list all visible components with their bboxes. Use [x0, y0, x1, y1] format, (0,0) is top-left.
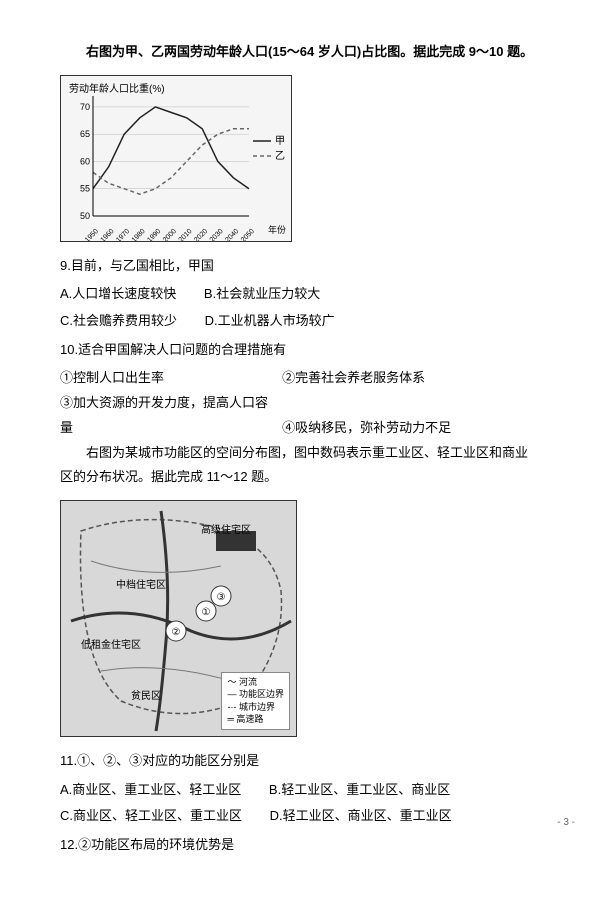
- map-legend: ～ 河流 — 功能区边界 -·- 城市边界 ═ 高速路: [221, 672, 290, 730]
- legend-city: -·- 城市边界: [227, 701, 284, 714]
- svg-text:2040: 2040: [224, 228, 240, 241]
- labor-age-chart: 劳动年龄人口比重(%) 50 55 60 65 70 195019601970198019…: [60, 75, 292, 242]
- intro-q9-10: 右图为甲、乙两国劳动年龄人口(15～64 岁人口)占比图。据此完成 9～10 题…: [60, 40, 535, 65]
- q10-opt-2: ②完善社会养老服务体系: [282, 366, 501, 391]
- svg-text:1970: 1970: [115, 228, 131, 241]
- q11-options-row2: C.商业区、轻工业区、重工业区 D.轻工业区、商业区、重工业区: [60, 804, 535, 829]
- chart-ylabel: 劳动年龄人口比重(%): [69, 80, 165, 99]
- q11-options-row1: A.商业区、重工业区、轻工业区 B.轻工业区、重工业区、商业区: [60, 778, 535, 803]
- map-label-gaoji: 高级住宅区: [201, 521, 251, 540]
- city-zone-map: ① ② ③ 高级住宅区 中档住宅区 低租金住宅区 贫民区 ～ 河流 — 功能区边…: [60, 500, 297, 737]
- legend-river: ～ 河流: [227, 676, 284, 689]
- svg-text:乙: 乙: [275, 150, 285, 162]
- line-chart-svg: 5055606570195019601970198019902000201020…: [61, 76, 291, 241]
- legend-zone: — 功能区边界: [227, 688, 284, 701]
- svg-text:50: 50: [80, 211, 90, 221]
- svg-text:2000: 2000: [162, 228, 178, 241]
- svg-text:65: 65: [80, 129, 90, 139]
- q12-stem: 12.②功能区布局的环境优势是: [60, 833, 535, 858]
- q10-opt-3: ③加大资源的开发力度，提高人口容量: [60, 391, 279, 440]
- map-label-zhongdi: 中档住宅区: [116, 576, 166, 595]
- svg-text:1990: 1990: [146, 228, 162, 241]
- svg-text:2050: 2050: [240, 228, 256, 241]
- q11-opt-a: A.商业区、重工业区、轻工业区: [60, 778, 241, 803]
- q9-opt-a: A.人口增长速度较快: [60, 282, 176, 307]
- q9-stem: 9.目前，与乙国相比，甲国: [60, 254, 535, 279]
- q10-stem: 10.适合甲国解决人口问题的合理措施有: [60, 338, 535, 363]
- q9-options-row1: A.人口增长速度较快 B.社会就业压力较大: [60, 282, 535, 307]
- q11-stem: 11.①、②、③对应的功能区分别是: [60, 749, 535, 774]
- q9-options-row2: C.社会赡养费用较少 D.工业机器人市场较广: [60, 309, 535, 334]
- q10-options-row2: ③加大资源的开发力度，提高人口容量 ④吸纳移民，弥补劳动力不足: [60, 391, 535, 440]
- map-label-pin: 贫民区: [131, 687, 161, 706]
- legend-hwy: ═ 高速路: [227, 713, 284, 726]
- svg-text:②: ②: [172, 627, 181, 638]
- map-label-dizu: 低租金住宅区: [81, 636, 141, 655]
- svg-text:③: ③: [217, 592, 226, 603]
- q10-opt-1: ①控制人口出生率: [60, 366, 279, 391]
- svg-text:60: 60: [80, 156, 90, 166]
- svg-text:2010: 2010: [178, 228, 194, 241]
- q9-opt-d: D.工业机器人市场较广: [205, 309, 335, 334]
- q11-opt-b: B.轻工业区、重工业区、商业区: [269, 778, 450, 803]
- q9-opt-c: C.社会赡养费用较少: [60, 309, 177, 334]
- svg-text:55: 55: [80, 183, 90, 193]
- svg-text:2030: 2030: [209, 228, 225, 241]
- q11-opt-d: D.轻工业区、商业区、重工业区: [270, 804, 452, 829]
- svg-text:70: 70: [80, 102, 90, 112]
- svg-text:①: ①: [202, 607, 211, 618]
- svg-text:1950: 1950: [84, 228, 100, 241]
- svg-text:1980: 1980: [131, 228, 147, 241]
- q10-opt-4: ④吸纳移民，弥补劳动力不足: [282, 416, 501, 441]
- svg-text:1960: 1960: [100, 228, 116, 241]
- intro-q11-12: 右图为某城市功能区的空间分布图，图中数码表示重工业区、轻工业区和商业区的分布状况…: [60, 441, 535, 490]
- q10-options-row1: ①控制人口出生率 ②完善社会养老服务体系: [60, 366, 535, 391]
- svg-text:甲: 甲: [275, 136, 285, 147]
- svg-text:年份: 年份: [268, 224, 286, 235]
- page-number: - 3 -: [557, 813, 575, 832]
- q9-opt-b: B.社会就业压力较大: [204, 282, 320, 307]
- q11-opt-c: C.商业区、轻工业区、重工业区: [60, 804, 242, 829]
- svg-text:2020: 2020: [193, 228, 209, 241]
